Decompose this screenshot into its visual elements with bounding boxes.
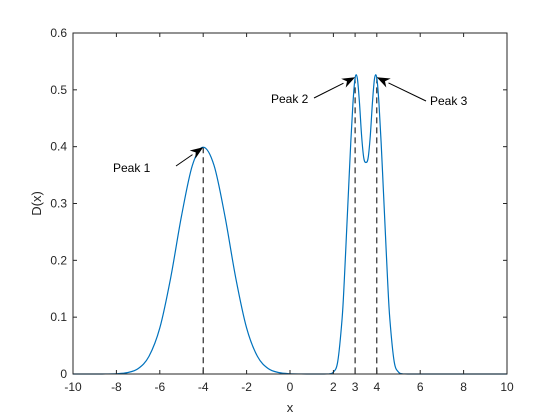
x-tick-label-4: -2 xyxy=(241,380,252,394)
y-axis-label: D(x) xyxy=(29,191,44,216)
x-tick-label-9: 6 xyxy=(417,380,424,394)
y-tick-label-3: 0.3 xyxy=(50,197,67,211)
x-tick-label-8: 4 xyxy=(373,380,380,394)
x-tick-label-10: 8 xyxy=(460,380,467,394)
peak-label-3: Peak 3 xyxy=(430,94,468,108)
y-tick-label-0: 0 xyxy=(60,367,67,381)
x-tick-label-1: -8 xyxy=(111,380,122,394)
y-tick-label-2: 0.2 xyxy=(50,253,67,267)
peak-arrow-shaft-2 xyxy=(313,82,344,99)
series-line-1 xyxy=(72,74,508,375)
peak-label-2: Peak 2 xyxy=(271,92,309,106)
axes: -10 -8 -6 -4 -2 0 2 3 4 6 8 10 0 0.1 0.2 0.3 0.4 0.5 0.6 xyxy=(50,26,514,394)
peak-arrow-shaft-3 xyxy=(388,82,427,102)
series-layer xyxy=(72,74,508,375)
x-tick-label-11: 10 xyxy=(500,380,514,394)
peak-arrow-head-1 xyxy=(189,147,204,159)
x-tick-label-6: 2 xyxy=(330,380,337,394)
annotations: Peak 1 Peak 2 Peak 3 xyxy=(113,77,468,175)
x-axis-label: x xyxy=(287,400,294,415)
peak-marker-lines xyxy=(202,77,378,374)
peak-arrow-head-2 xyxy=(341,77,356,88)
x-tick-label-2: -6 xyxy=(154,380,165,394)
peak-label-1: Peak 1 xyxy=(113,161,151,175)
peak-arrow-head-3 xyxy=(376,77,391,88)
peak-arrow-shaft-1 xyxy=(175,154,193,167)
plot-area xyxy=(73,33,507,374)
y-tick-label-6: 0.6 xyxy=(50,26,67,40)
plot-background xyxy=(73,33,507,374)
y-tick-label-1: 0.1 xyxy=(50,310,67,324)
x-tick-label-3: -4 xyxy=(198,380,209,394)
x-tick-label-7: 3 xyxy=(352,380,359,394)
y-tick-label-5: 0.5 xyxy=(50,83,67,97)
y-tick-label-4: 0.4 xyxy=(50,140,67,154)
x-tick-label-0: -10 xyxy=(64,380,82,394)
x-tick-label-5: 0 xyxy=(287,380,294,394)
